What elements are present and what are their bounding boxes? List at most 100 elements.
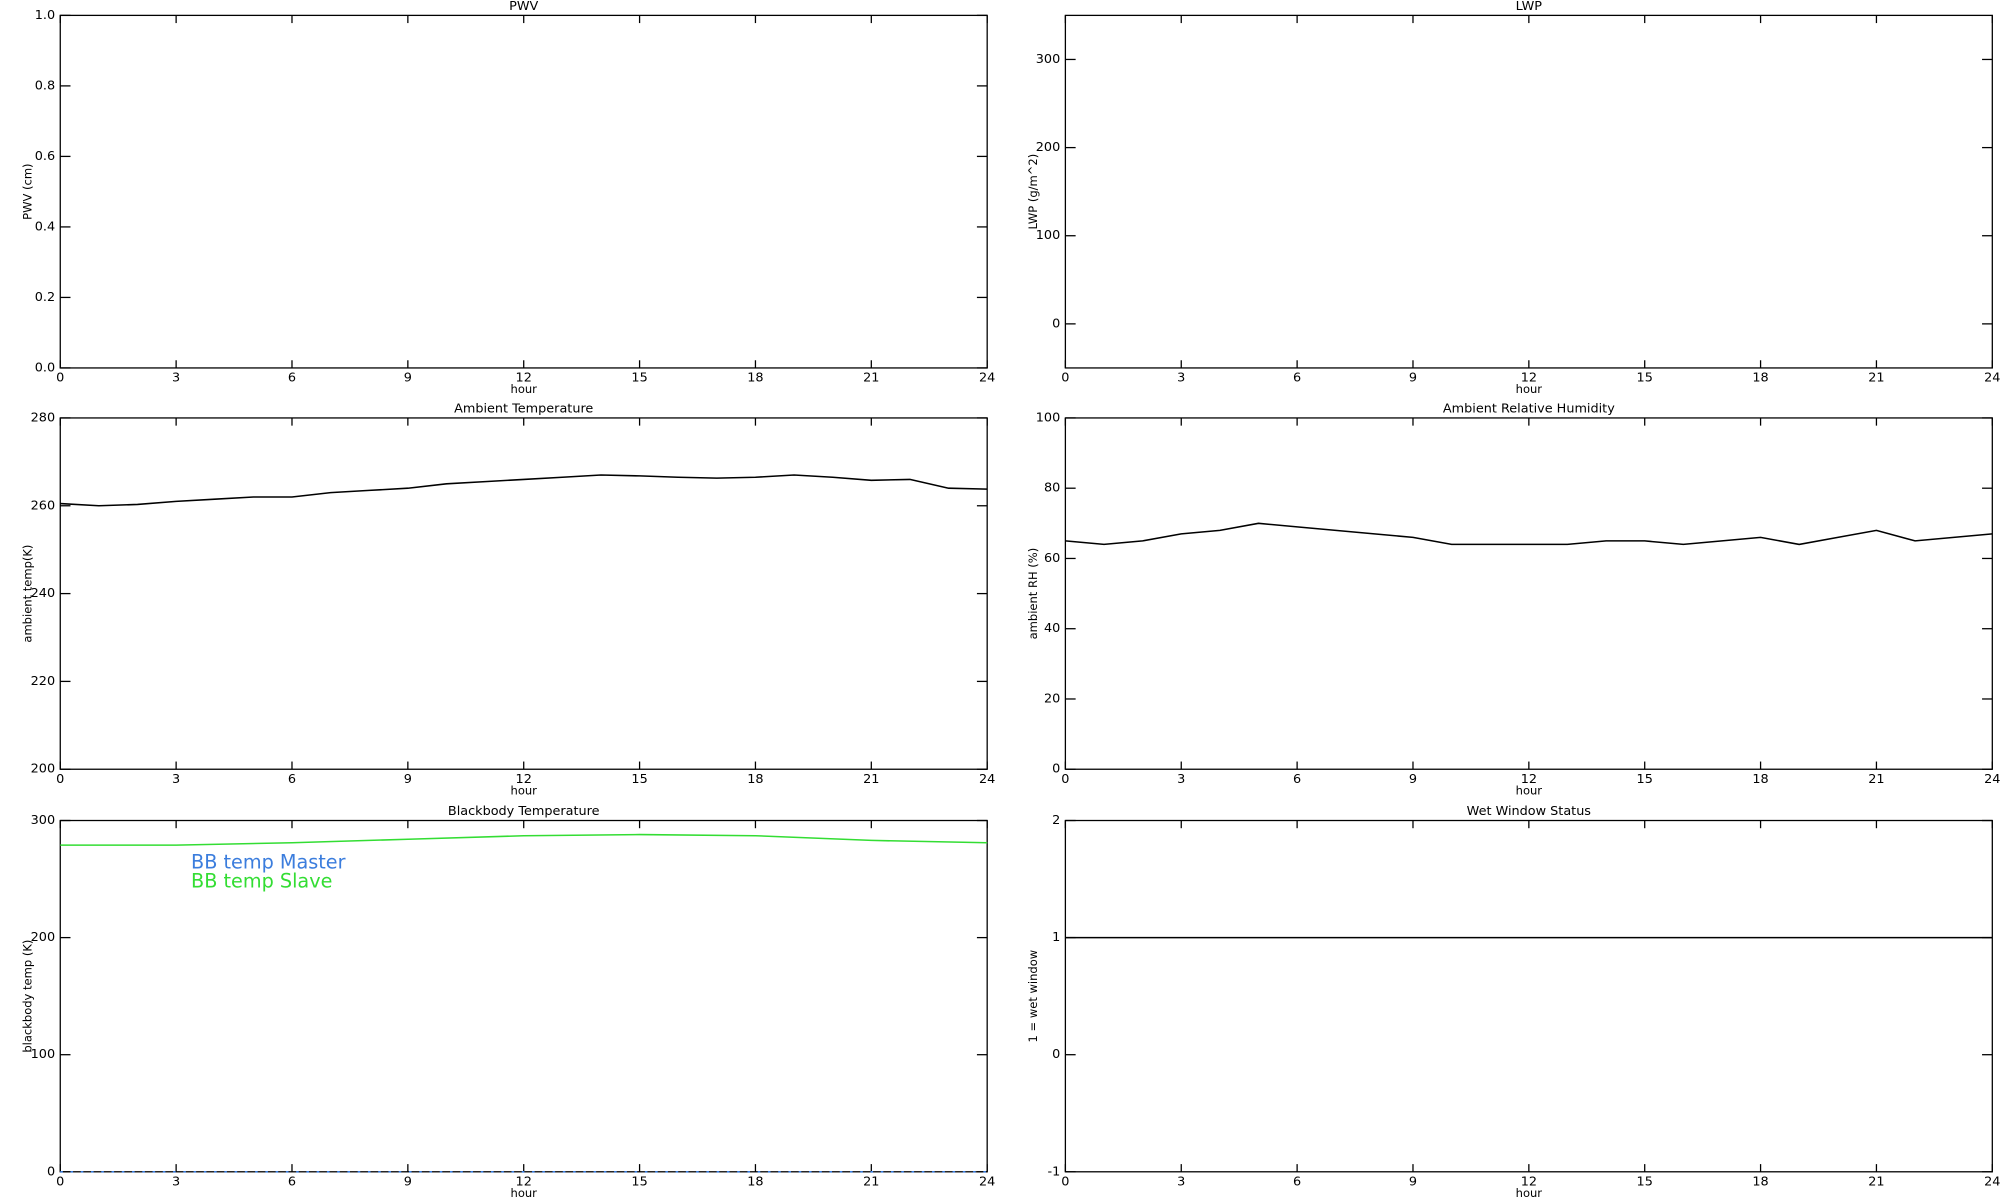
x-tick-label: 24 [979, 772, 995, 787]
x-tick-label: 21 [1868, 772, 1884, 787]
x-tick-label: 0 [56, 371, 64, 386]
y-tick-label: 200 [31, 930, 55, 945]
x-tick-label: 3 [172, 772, 180, 787]
y-axis-label: ambient temp(K) [21, 545, 35, 643]
y-tick-label: 280 [31, 410, 55, 425]
data-line [60, 474, 988, 507]
x-axis-label: hour [511, 382, 538, 396]
x-tick-label: 3 [1177, 371, 1185, 386]
x-tick-label: 6 [1293, 1175, 1301, 1190]
chart-title: Ambient Relative Humidity [1443, 401, 1615, 416]
y-axis-label: LWP (g/m^2) [1026, 154, 1040, 230]
y-tick-label: 0.2 [35, 290, 55, 305]
x-tick-label: 6 [288, 371, 296, 386]
x-tick-label: 6 [288, 1175, 296, 1190]
y-tick-label: 0 [1052, 316, 1060, 331]
y-tick-label: 200 [1036, 140, 1060, 155]
y-axis-label: blackbody temp (K) [21, 940, 35, 1053]
x-tick-label: 21 [863, 772, 879, 787]
y-tick-label: 0 [47, 1164, 55, 1179]
x-tick-label: 15 [631, 371, 647, 386]
plot-frame [1064, 14, 1993, 369]
y-tick-label: 300 [1036, 52, 1060, 67]
x-tick-label: 21 [863, 371, 879, 386]
x-tick-label: 0 [56, 772, 64, 787]
x-tick-label: 18 [747, 772, 763, 787]
x-tick-label: 24 [1984, 772, 2000, 787]
y-tick-label: -1 [1047, 1164, 1060, 1179]
x-tick-label: 24 [1984, 371, 2000, 386]
y-tick-label: 1 [1052, 930, 1060, 945]
y-tick-label: 20 [1044, 691, 1060, 706]
x-tick-label: 9 [1409, 772, 1417, 787]
x-tick-label: 6 [1293, 772, 1301, 787]
x-axis-label: hour [511, 1186, 538, 1200]
plot-frame [59, 417, 988, 770]
x-axis-label: hour [1516, 1186, 1543, 1200]
x-tick-label: 18 [1752, 371, 1768, 386]
x-axis-label: hour [1516, 382, 1543, 396]
x-axis-label: hour [1516, 784, 1543, 798]
y-tick-label: 0.4 [35, 219, 55, 234]
x-tick-label: 12 [516, 1175, 532, 1190]
plot-frame [1064, 819, 1993, 1173]
data-line [60, 833, 988, 846]
x-tick-label: 0 [1061, 371, 1069, 386]
x-tick-label: 18 [1752, 1175, 1768, 1190]
x-tick-label: 12 [516, 772, 532, 787]
y-axis-label: PWV (cm) [21, 163, 35, 219]
y-tick-label: 0.8 [35, 78, 55, 93]
y-tick-label: 60 [1044, 551, 1060, 566]
y-tick-label: 260 [31, 498, 55, 513]
x-tick-label: 0 [56, 1175, 64, 1190]
x-tick-label: 18 [747, 1175, 763, 1190]
x-tick-label: 15 [631, 772, 647, 787]
y-tick-label: 0.0 [35, 360, 55, 375]
x-tick-label: 0 [1061, 772, 1069, 787]
data-line [1065, 522, 1993, 546]
x-axis-label: hour [511, 784, 538, 798]
x-tick-label: 12 [516, 371, 532, 386]
x-tick-label: 12 [1521, 1175, 1537, 1190]
x-tick-label: 9 [1409, 371, 1417, 386]
chart-title: LWP [1516, 0, 1543, 14]
x-tick-label: 15 [631, 1175, 647, 1190]
x-tick-label: 21 [1868, 1175, 1884, 1190]
y-tick-label: 100 [31, 1047, 55, 1062]
x-tick-label: 21 [863, 1175, 879, 1190]
plot-frame [1064, 417, 1993, 770]
x-tick-label: 0 [1061, 1175, 1069, 1190]
x-tick-label: 9 [404, 1175, 412, 1190]
y-axis-label: ambient RH (%) [1026, 548, 1040, 640]
legend-entry: BB temp Slave [191, 870, 332, 893]
y-tick-label: 80 [1044, 481, 1060, 496]
x-tick-label: 24 [979, 371, 995, 386]
y-tick-label: 0 [1052, 1047, 1060, 1062]
x-tick-label: 6 [288, 772, 296, 787]
x-tick-label: 18 [747, 371, 763, 386]
chart-title: Ambient Temperature [454, 401, 593, 416]
y-tick-label: 240 [31, 586, 55, 601]
y-tick-label: 100 [1036, 228, 1060, 243]
y-tick-label: 40 [1044, 621, 1060, 636]
x-tick-label: 3 [172, 371, 180, 386]
chart-title: Wet Window Status [1467, 804, 1592, 819]
y-tick-label: 200 [31, 762, 55, 777]
x-tick-label: 21 [1868, 371, 1884, 386]
x-tick-label: 3 [1177, 1175, 1185, 1190]
legend-entry: BB temp Master [191, 850, 346, 873]
y-tick-label: 1.0 [35, 8, 55, 23]
x-tick-label: 9 [404, 772, 412, 787]
x-tick-label: 18 [1752, 772, 1768, 787]
y-tick-label: 100 [1036, 410, 1060, 425]
x-tick-label: 6 [1293, 371, 1301, 386]
x-tick-label: 15 [1637, 772, 1653, 787]
y-tick-label: 0 [1052, 762, 1060, 777]
x-tick-label: 12 [1521, 371, 1537, 386]
plot-frame [59, 14, 988, 369]
x-tick-label: 9 [1409, 1175, 1417, 1190]
x-tick-label: 15 [1637, 371, 1653, 386]
y-tick-label: 220 [31, 674, 55, 689]
